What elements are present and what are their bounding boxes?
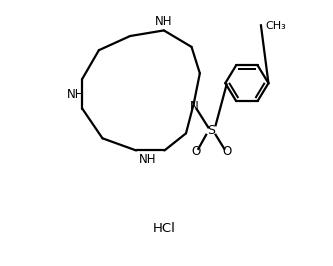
Text: NH: NH	[67, 88, 84, 101]
Text: CH₃: CH₃	[266, 21, 286, 31]
Text: NH: NH	[155, 15, 172, 28]
Text: NH: NH	[139, 153, 156, 165]
Text: N: N	[189, 100, 198, 113]
Text: S: S	[207, 123, 215, 136]
Text: HCl: HCl	[153, 222, 175, 235]
Text: O: O	[222, 145, 231, 158]
Text: O: O	[191, 145, 200, 158]
